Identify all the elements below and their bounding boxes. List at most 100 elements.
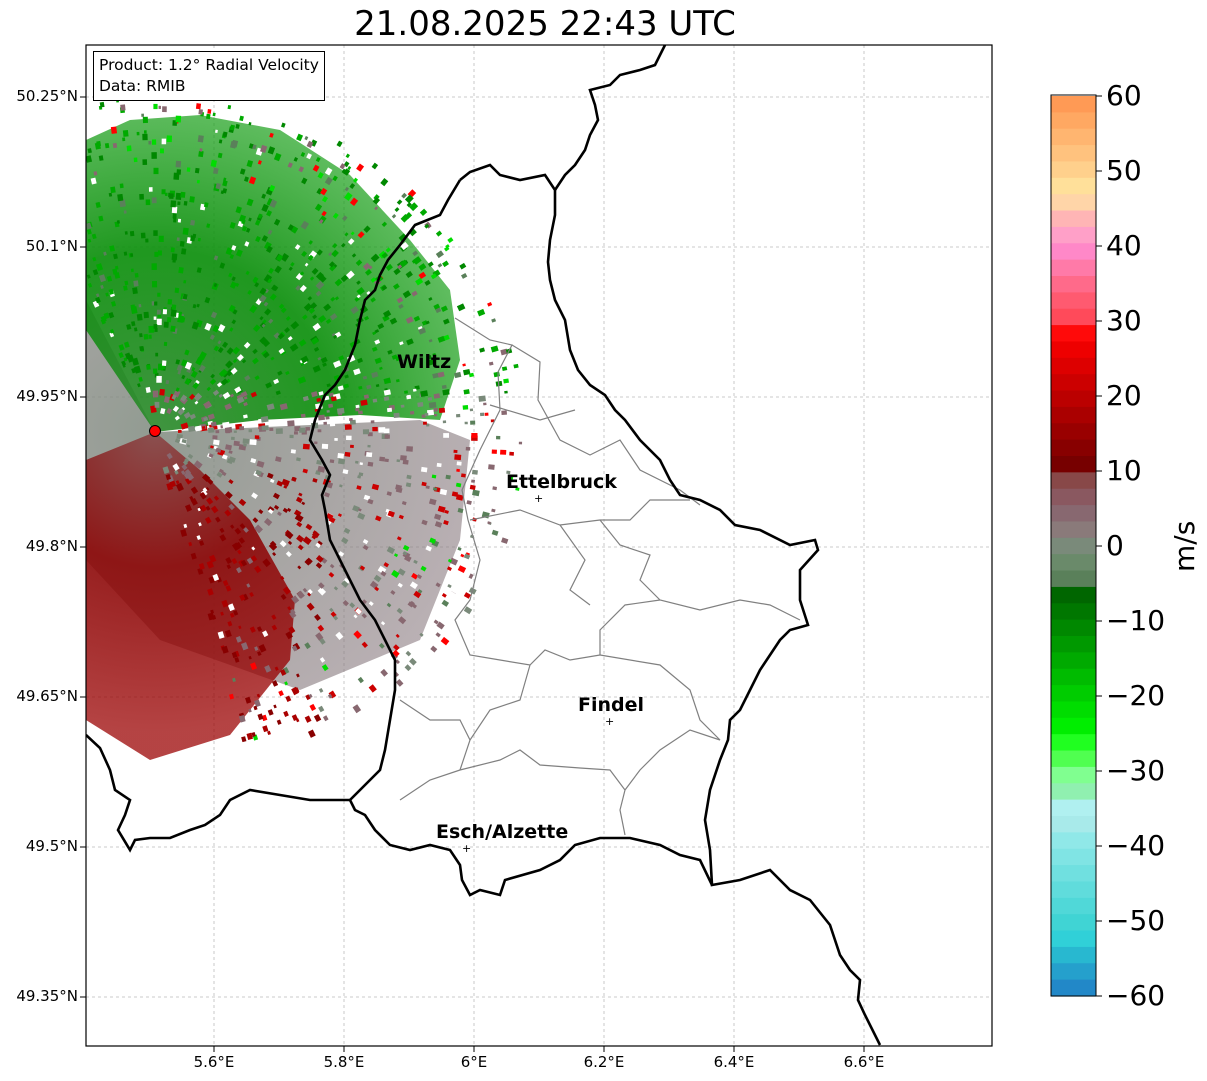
- colorbar-band: [1051, 865, 1096, 883]
- axis-tick-marks: [80, 96, 865, 1052]
- colorbar-band: [1051, 128, 1096, 146]
- city-marker: +: [605, 715, 614, 728]
- lat-tick-label: 49.95°N: [16, 387, 78, 405]
- colorbar-band: [1051, 505, 1096, 523]
- plot-area: Wiltz Ettelbruck + Findel + Esch/Alzette…: [80, 44, 993, 1052]
- city-label: Esch/Alzette: [436, 821, 568, 843]
- colorbar-tick-label: −20: [1106, 679, 1166, 712]
- colorbar-band: [1051, 177, 1096, 195]
- colorbar-tick-label: 40: [1106, 229, 1142, 262]
- colorbar-tick-label: −50: [1106, 904, 1166, 937]
- colorbar-band: [1051, 685, 1096, 703]
- city-wiltz: Wiltz: [397, 351, 451, 373]
- district-boundaries: [399, 317, 801, 836]
- lat-tick-label: 50.25°N: [16, 87, 78, 105]
- colorbar-band: [1051, 897, 1096, 915]
- lat-tick-label: 49.5°N: [25, 837, 78, 855]
- colorbar-tick-label: 50: [1106, 154, 1142, 187]
- city-findel: Findel +: [578, 694, 644, 728]
- colorbar-band: [1051, 554, 1096, 572]
- colorbar-tick-label: 20: [1106, 379, 1142, 412]
- colorbar-band: [1051, 390, 1096, 408]
- colorbar-band: [1051, 243, 1096, 261]
- colorbar-band: [1051, 308, 1096, 326]
- lon-tick-label: 6.4°E: [713, 1053, 755, 1071]
- colorbar-band: [1051, 799, 1096, 817]
- colorbar-band: [1051, 210, 1096, 228]
- lon-tick-label: 5.6°E: [193, 1053, 235, 1071]
- radar-echoes: [86, 96, 523, 760]
- colorbar-band: [1051, 636, 1096, 653]
- city-markers: Wiltz Ettelbruck + Findel + Esch/Alzette…: [397, 351, 644, 855]
- colorbar-band: [1051, 341, 1096, 359]
- radar-site-marker: [149, 425, 161, 437]
- city-label: Ettelbruck: [506, 471, 617, 493]
- colorbar-band: [1051, 161, 1096, 179]
- colorbar-band: [1051, 325, 1096, 343]
- colorbar-band: [1051, 570, 1096, 588]
- colorbar-tick-label: −40: [1106, 829, 1166, 862]
- colorbar-band: [1051, 930, 1096, 948]
- lon-tick-label: 6°E: [460, 1053, 488, 1071]
- colorbar-tick-label: 10: [1106, 454, 1142, 487]
- colorbar-tick-marks: [1096, 95, 1102, 997]
- colorbar: [1050, 94, 1102, 997]
- colorbar-band: [1051, 292, 1096, 310]
- city-ettelbruck: Ettelbruck +: [506, 471, 617, 505]
- colorbar-band: [1051, 881, 1096, 899]
- colorbar-band: [1051, 586, 1096, 604]
- colorbar-band: [1051, 472, 1096, 490]
- colorbar-band: [1051, 783, 1096, 801]
- colorbar-band: [1051, 701, 1096, 719]
- colorbar-band: [1051, 194, 1096, 212]
- colorbar-band: [1051, 259, 1096, 277]
- colorbar-band: [1051, 832, 1096, 850]
- colorbar-tick-label: 0: [1106, 529, 1124, 562]
- colorbar-band: [1051, 537, 1096, 555]
- lat-tick-label: 49.35°N: [16, 987, 78, 1005]
- colorbar-band: [1051, 226, 1096, 244]
- lat-tick-label: 49.65°N: [16, 687, 78, 705]
- colorbar-band: [1051, 619, 1096, 637]
- colorbar-band: [1051, 766, 1096, 784]
- product-label: Product: 1.2° Radial Velocity: [99, 56, 319, 74]
- colorbar-band: [1051, 439, 1096, 457]
- lat-tick-label: 49.8°N: [25, 537, 78, 555]
- colorbar-tick-label: 30: [1106, 304, 1142, 337]
- city-esch-alzette: Esch/Alzette +: [436, 821, 568, 855]
- colorbar-band: [1051, 979, 1096, 997]
- colorbar-band: [1051, 603, 1096, 621]
- colorbar-band: [1051, 914, 1096, 932]
- city-label: Wiltz: [397, 351, 451, 373]
- colorbar-band: [1051, 848, 1096, 866]
- city-marker: +: [462, 842, 471, 855]
- colorbar-band: [1051, 652, 1096, 670]
- colorbar-band: [1051, 816, 1096, 833]
- colorbar-tick-label: 60: [1106, 79, 1142, 112]
- colorbar-band: [1051, 406, 1096, 424]
- colorbar-unit-label: m/s: [1168, 520, 1201, 572]
- lon-tick-label: 6.6°E: [843, 1053, 885, 1071]
- colorbar-band: [1051, 374, 1096, 392]
- colorbar-tick-label: −10: [1106, 604, 1166, 637]
- colorbar-band: [1051, 488, 1096, 506]
- national-borders: [86, 45, 882, 1046]
- lon-tick-label: 6.2°E: [583, 1053, 625, 1071]
- colorbar-band: [1051, 521, 1096, 539]
- colorbar-band: [1051, 145, 1096, 163]
- colorbar-band: [1051, 276, 1096, 293]
- colorbar-band: [1051, 456, 1096, 473]
- city-label: Findel: [578, 694, 644, 716]
- data-source-label: Data: RMIB: [99, 77, 186, 95]
- map-title: 21.08.2025 22:43 UTC: [354, 4, 736, 44]
- city-marker: +: [534, 492, 543, 505]
- colorbar-tick-label: −60: [1106, 979, 1166, 1012]
- lat-tick-label: 50.1°N: [25, 237, 78, 255]
- colorbar-band: [1051, 96, 1096, 113]
- colorbar-band: [1051, 717, 1096, 735]
- lon-tick-label: 5.8°E: [323, 1053, 365, 1071]
- colorbar-band: [1051, 357, 1096, 375]
- plot-frame: [85, 44, 993, 1047]
- colorbar-band: [1051, 750, 1096, 768]
